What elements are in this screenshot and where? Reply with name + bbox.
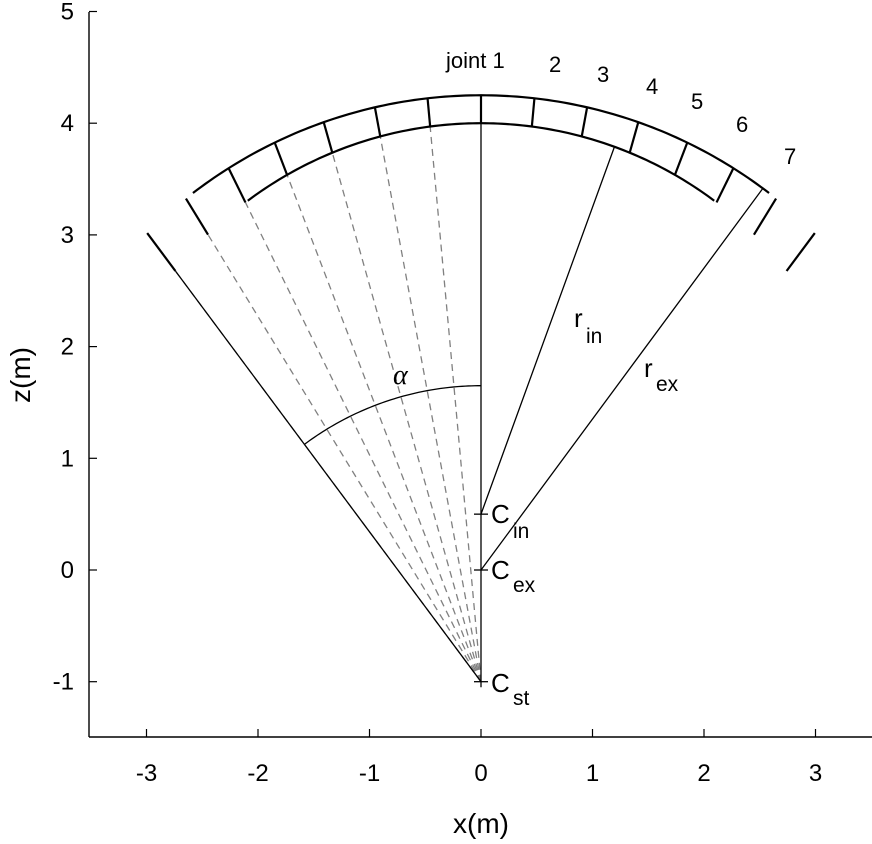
voussoir-joint — [715, 167, 735, 203]
voussoir-joint — [530, 98, 536, 127]
voussoir-joint — [628, 121, 640, 153]
c-in-label: C in — [491, 499, 529, 543]
alpha-label: α — [393, 360, 409, 391]
voussoir-joint — [785, 232, 816, 272]
y-tick-label: 3 — [61, 222, 74, 249]
joint-ray — [379, 136, 482, 682]
joint-label-3: 3 — [597, 62, 609, 87]
voussoir-joint — [227, 167, 247, 203]
voussoir-ray-lines — [174, 126, 482, 683]
alpha-arc — [304, 385, 482, 445]
svg-text:in: in — [586, 325, 602, 348]
joint-ray — [286, 174, 482, 682]
svg-text:st: st — [513, 687, 530, 710]
y-tick-label: 0 — [61, 557, 74, 584]
voussoir-joint — [426, 98, 432, 127]
svg-text:in: in — [513, 520, 529, 543]
x-tick-label: 3 — [809, 760, 822, 787]
joint-label-2: 2 — [549, 52, 561, 77]
svg-text:r: r — [644, 353, 653, 383]
voussoir-joint — [322, 121, 334, 153]
y-tick-label: -1 — [53, 669, 74, 696]
joint-label-1: joint 1 — [445, 48, 505, 73]
x-tick-label: 1 — [586, 760, 599, 787]
voussoir-blocks — [146, 94, 816, 272]
joint-labels: joint 1 2 3 4 5 6 7 — [445, 48, 796, 169]
r-in-line — [480, 146, 616, 515]
c-ex-label: C ex — [491, 555, 536, 597]
joint-ray — [331, 152, 482, 682]
x-axis-title: x(m) — [453, 808, 509, 839]
x-tick-label: 2 — [697, 760, 710, 787]
r-ex-label: r ex — [644, 353, 679, 396]
joint-ray — [207, 234, 482, 683]
svg-text:C: C — [491, 499, 510, 529]
y-tick-label: 1 — [61, 445, 74, 472]
joint-label-4: 4 — [646, 74, 658, 99]
x-tick-label: -3 — [136, 760, 157, 787]
r-ex-line — [480, 188, 764, 571]
extrados-arc — [192, 94, 770, 194]
x-tick-label: 0 — [474, 760, 487, 787]
voussoir-joint — [185, 197, 209, 236]
joint-ray — [244, 202, 482, 682]
voussoir-joint — [580, 107, 589, 137]
joint-label-5: 5 — [691, 89, 703, 114]
joint-label-6: 6 — [736, 112, 748, 137]
c-st-label: C st — [491, 668, 530, 710]
voussoir-joint — [273, 142, 289, 176]
arch-construction-lines — [174, 123, 764, 688]
voussoir-joint — [373, 107, 382, 137]
voussoir-joint — [673, 142, 689, 176]
x-tick-label: -1 — [359, 760, 380, 787]
joint-label-7: 7 — [784, 144, 796, 169]
springing-line-left — [174, 270, 482, 683]
joint-ray — [429, 126, 482, 682]
voussoir-joint — [753, 197, 777, 236]
y-tick-label: 4 — [61, 110, 74, 137]
y-tick-label: 5 — [61, 0, 74, 26]
svg-text:C: C — [491, 668, 510, 698]
svg-text:C: C — [491, 555, 510, 585]
y-axis-title: z(m) — [5, 347, 36, 403]
x-tick-label: -2 — [247, 760, 268, 787]
voussoir-joint — [146, 232, 177, 272]
svg-text:ex: ex — [513, 574, 536, 597]
svg-text:r: r — [574, 303, 583, 333]
svg-text:ex: ex — [656, 373, 679, 396]
r-in-label: r in — [574, 303, 602, 348]
y-tick-label: 2 — [61, 334, 74, 361]
axis-ticks: -3 -2 -1 0 1 2 3 -1 0 1 2 3 4 5 — [53, 0, 823, 787]
